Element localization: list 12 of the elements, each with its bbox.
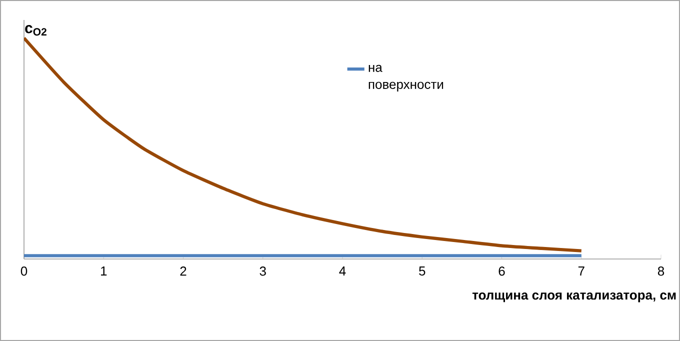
x-tick-label: 0 — [20, 266, 28, 276]
x-tick-label: 3 — [260, 266, 266, 276]
x-tick-label: 2 — [180, 266, 186, 276]
x-tick-label: 8 — [658, 266, 664, 276]
x-tick-label: 6 — [498, 266, 505, 276]
legend-label: на поверхности — [368, 64, 444, 92]
x-axis-title: толщина слоя катализатора, см — [472, 292, 676, 302]
x-tick-label: 5 — [419, 266, 426, 276]
x-tick-label: 1 — [101, 266, 107, 276]
x-tick-label: 7 — [578, 266, 584, 276]
y-axis-title: c$_{O2}$ — [25, 25, 46, 36]
x-tick-label: 4 — [339, 266, 346, 276]
